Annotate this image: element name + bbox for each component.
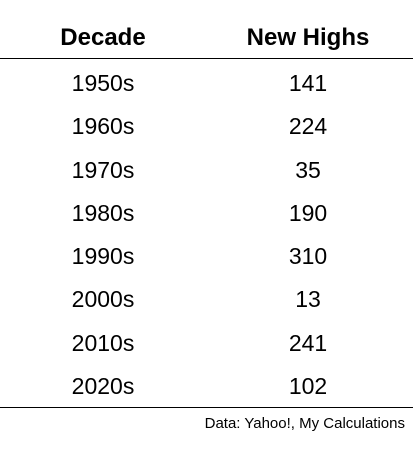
decade-cell: 2000s — [71, 286, 135, 313]
decade-cell: 1990s — [71, 243, 135, 270]
table-row: 2010s 241 — [0, 322, 413, 365]
table-row: 2000s 13 — [0, 278, 413, 321]
column-header-new-highs: New Highs — [246, 24, 370, 51]
table-row: 1980s 190 — [0, 192, 413, 235]
decade-cell: 1960s — [71, 113, 135, 140]
column-header-decade: Decade — [60, 24, 146, 51]
decade-cell: 2010s — [71, 329, 135, 356]
new-highs-cell: 224 — [288, 113, 328, 140]
source-note: Data: Yahoo!, My Calculations — [204, 415, 405, 432]
table-row: 1970s 35 — [0, 149, 413, 192]
table-body: 1950s 141 1960s 224 1970s 35 1980s 190 1990s 310 2… — [0, 62, 413, 408]
new-highs-cell: 310 — [288, 243, 328, 270]
decade-cell: 1970s — [71, 156, 135, 183]
table-top-rule — [0, 58, 413, 59]
new-highs-cell: 241 — [288, 329, 328, 356]
table-row: 1960s 224 — [0, 105, 413, 148]
decade-cell: 2020s — [71, 373, 135, 400]
table-bottom-rule — [0, 407, 413, 408]
new-highs-cell: 190 — [288, 199, 328, 226]
new-highs-cell: 102 — [288, 373, 328, 400]
decade-cell: 1980s — [71, 199, 135, 226]
table-row: 1950s 141 — [0, 62, 413, 105]
table-row: 1990s 310 — [0, 235, 413, 278]
new-highs-cell: 35 — [295, 156, 321, 183]
decade-cell: 1950s — [71, 70, 135, 96]
new-highs-cell: 141 — [288, 70, 328, 96]
new-highs-cell: 13 — [295, 286, 321, 313]
table-row: 2020s 102 — [0, 365, 413, 408]
table-header-row: Decade New Highs — [0, 20, 413, 56]
